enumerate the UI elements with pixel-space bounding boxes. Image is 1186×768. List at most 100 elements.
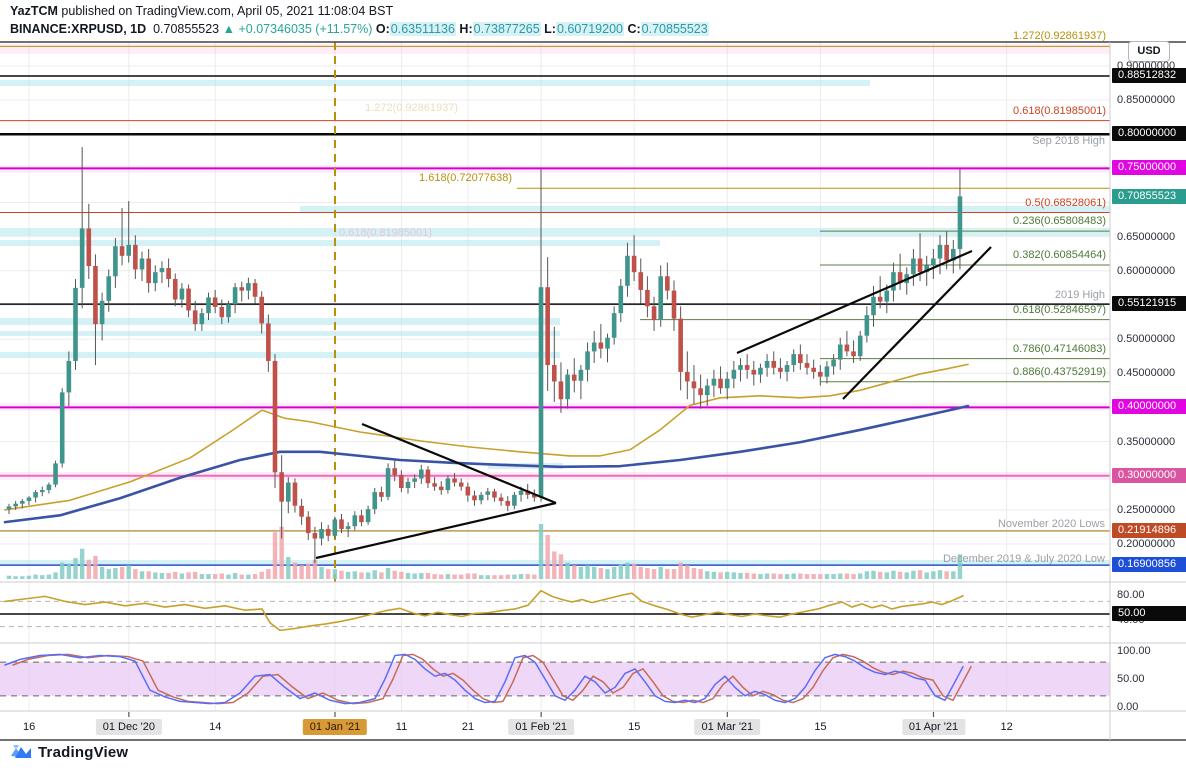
candle bbox=[764, 360, 770, 368]
candle bbox=[425, 469, 431, 484]
fib-level-label: 1.618(0.72077638) bbox=[419, 172, 512, 185]
volume-bar bbox=[538, 524, 544, 579]
candle bbox=[325, 528, 331, 536]
candle bbox=[126, 244, 131, 256]
candle bbox=[139, 258, 145, 270]
volume-bar bbox=[339, 570, 344, 579]
publish-info: YazTCM published on TradingView.com, Apr… bbox=[10, 4, 393, 18]
symbol-title: BINANCE:XRPUSD, 1D bbox=[10, 22, 147, 36]
horizontal-levels[interactable] bbox=[0, 45, 1110, 566]
volume-bar bbox=[345, 571, 351, 579]
volume-bar bbox=[572, 565, 577, 579]
candle bbox=[133, 244, 138, 270]
volume-bar bbox=[545, 535, 550, 579]
volume-bar bbox=[618, 564, 623, 579]
price-level-badge: 0.55121915 bbox=[1112, 296, 1186, 312]
candle bbox=[412, 478, 417, 482]
candle bbox=[851, 351, 856, 357]
candle bbox=[944, 244, 949, 261]
candle bbox=[552, 365, 557, 382]
volume-bar bbox=[292, 562, 298, 579]
volume-bar bbox=[698, 569, 703, 579]
candle bbox=[571, 374, 577, 381]
candle bbox=[957, 196, 963, 249]
volume-bar bbox=[485, 575, 490, 579]
volume-bar bbox=[725, 571, 730, 579]
volume-bar bbox=[246, 574, 251, 579]
candle bbox=[299, 505, 304, 517]
candle bbox=[711, 378, 717, 386]
candle bbox=[159, 268, 165, 273]
candle bbox=[86, 228, 92, 267]
volume-bar bbox=[798, 573, 803, 579]
volume-bar bbox=[113, 568, 118, 579]
candle bbox=[438, 486, 444, 491]
candle bbox=[53, 463, 58, 485]
candle bbox=[166, 268, 171, 279]
volume-bar bbox=[512, 574, 517, 579]
currency-usd-button[interactable]: USD bbox=[1128, 41, 1170, 62]
price-scale-label: 0.25000000 bbox=[1117, 503, 1176, 516]
time-axis-label: 01 Feb '21 bbox=[508, 719, 574, 735]
candle bbox=[871, 296, 876, 316]
volume-bar bbox=[791, 573, 796, 579]
candle bbox=[485, 491, 491, 495]
candle bbox=[246, 283, 251, 291]
ohlc-value: 0.70855523 bbox=[640, 22, 709, 36]
volume-bar bbox=[525, 574, 530, 579]
candle bbox=[419, 469, 424, 479]
volume-bar bbox=[306, 563, 311, 579]
volume-bar bbox=[126, 565, 131, 579]
candle bbox=[93, 266, 98, 325]
volume-bar bbox=[665, 569, 670, 579]
candle bbox=[286, 482, 291, 502]
volume-bar bbox=[392, 570, 397, 579]
price-scale-label: 0.45000000 bbox=[1117, 367, 1176, 380]
volume-bar bbox=[166, 572, 171, 579]
candle bbox=[917, 258, 923, 273]
volume-bar bbox=[146, 571, 151, 579]
candle bbox=[931, 258, 936, 266]
candle bbox=[784, 365, 790, 372]
volume-bar bbox=[751, 573, 756, 579]
volume-bar bbox=[86, 559, 91, 579]
candle bbox=[638, 272, 644, 290]
tradingview-attribution[interactable]: TradingView bbox=[10, 744, 128, 761]
volume-bar bbox=[917, 570, 923, 579]
volume-bar bbox=[565, 562, 570, 579]
candle bbox=[399, 475, 404, 488]
candle bbox=[671, 290, 677, 319]
candle bbox=[212, 297, 218, 307]
volume-bar bbox=[731, 572, 737, 579]
candle bbox=[698, 388, 703, 396]
change-arrow-icon: ▲ bbox=[222, 22, 235, 36]
volume-bar bbox=[824, 574, 830, 579]
candle bbox=[771, 360, 777, 368]
moving-averages bbox=[3, 363, 970, 524]
volume-bar bbox=[931, 571, 936, 579]
candle bbox=[219, 306, 225, 318]
candle bbox=[99, 300, 105, 325]
candle bbox=[279, 472, 284, 502]
candle bbox=[665, 276, 670, 291]
fib-level-label: 1.272(0.92861937) bbox=[1013, 30, 1106, 43]
volume-bar bbox=[625, 562, 630, 579]
volume-bar bbox=[193, 571, 198, 579]
tradingview-brand-text: TradingView bbox=[38, 744, 129, 761]
volume-bar bbox=[432, 574, 437, 579]
price-level-badge: 0.88512832 bbox=[1112, 68, 1186, 84]
volume-bar bbox=[605, 569, 610, 579]
volume-bar bbox=[904, 572, 909, 579]
ohlc-strip: O:0.63511136 H:0.73877265 L:0.60719200 C… bbox=[376, 22, 709, 36]
volume-bar bbox=[66, 563, 72, 579]
price-level-badge: 0.21914896 bbox=[1112, 522, 1186, 538]
candle bbox=[724, 378, 730, 389]
candle bbox=[831, 359, 836, 367]
historic-level-note: December 2019 & July 2020 Low bbox=[942, 552, 1105, 565]
ohlc-value: 0.73877265 bbox=[472, 22, 541, 36]
fib-level-label: 0.786(0.47146083) bbox=[1013, 342, 1106, 355]
trendlines[interactable] bbox=[315, 246, 992, 560]
candle bbox=[877, 296, 883, 302]
